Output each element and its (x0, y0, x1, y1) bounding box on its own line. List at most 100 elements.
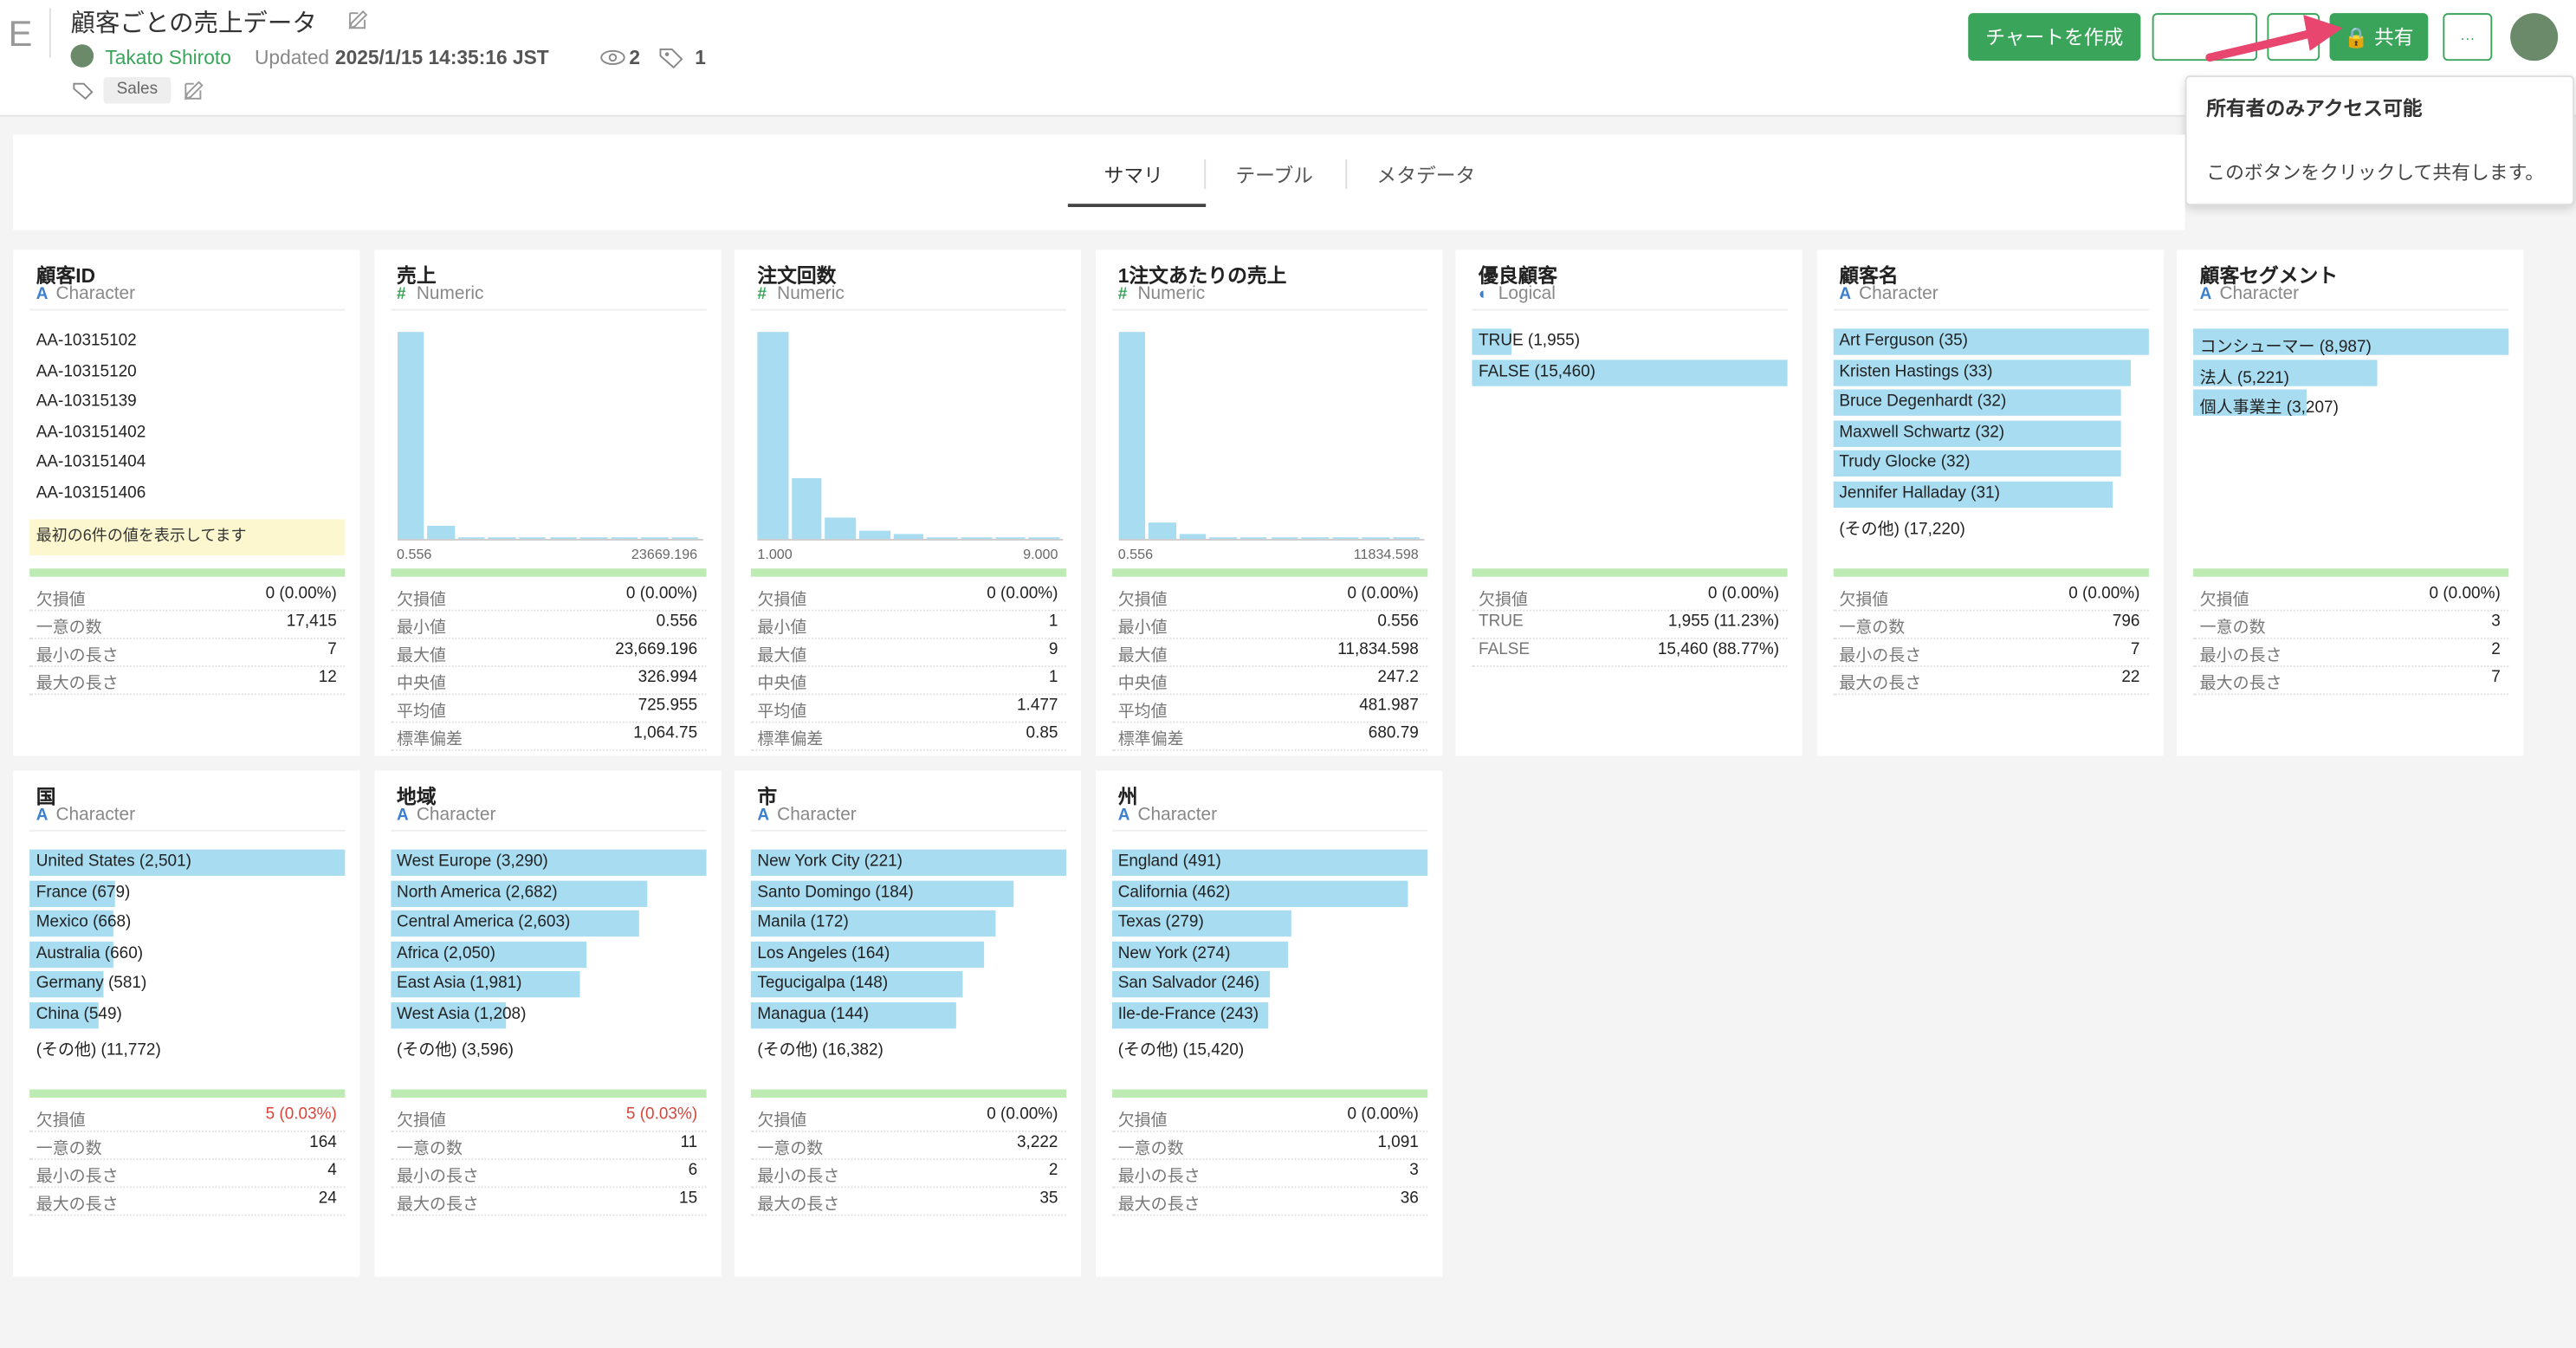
value-bar (2193, 359, 2377, 386)
account-avatar[interactable] (2510, 13, 2559, 62)
quality-bar (2193, 568, 2509, 577)
more-button[interactable]: ··· (2443, 13, 2493, 62)
quality-bar (390, 1089, 706, 1098)
stat-value: 0 (0.00%) (987, 585, 1058, 604)
value-label: FALSE (15,460) (1479, 362, 1595, 381)
stat-row-line (2193, 609, 2509, 612)
stat-value: 0 (0.00%) (625, 585, 698, 604)
histogram-bar (927, 536, 958, 540)
value-bar (750, 940, 986, 968)
histogram-bar (641, 536, 669, 540)
column-type: Numeric (416, 284, 484, 304)
tab-separator (1204, 159, 1207, 190)
stat-value: 0.556 (1377, 612, 1419, 632)
tag-edit-icon[interactable] (183, 79, 206, 102)
value-label: Maxwell Schwartz (32) (1839, 423, 2005, 442)
stat-row-line (750, 749, 1066, 751)
user-name[interactable]: Takato Shiroto (105, 46, 231, 69)
stat-label: 欠損値 (397, 1112, 446, 1131)
value-label: West Europe (3,290) (397, 852, 548, 872)
stat-row-line (390, 1130, 706, 1132)
views-icon (600, 49, 625, 65)
updated-date: 2025/1/15 14:35:16 JST (334, 46, 549, 69)
value-bar (1832, 359, 2131, 386)
quality-bar (1832, 568, 2148, 577)
value-label: Texas (279) (1117, 913, 1204, 932)
stat-row-line (1111, 721, 1427, 723)
card-divider (2193, 308, 2509, 311)
histogram-bar (1179, 535, 1207, 540)
stat-value: 9 (1048, 640, 1058, 659)
stat-row-line (390, 693, 706, 696)
stat-value: 11 (680, 1133, 698, 1152)
logo[interactable]: E (8, 13, 33, 55)
stat-row-line (1111, 609, 1427, 612)
histogram-bar (1393, 536, 1421, 540)
stat-value: 24 (318, 1189, 337, 1209)
value-label: France (679) (36, 883, 131, 902)
tab[interactable]: テーブル (1235, 164, 1313, 188)
column-type: Character (777, 805, 857, 826)
stat-row-line (750, 609, 1066, 612)
stat-row-line (1832, 609, 2148, 612)
tab[interactable]: メタデータ (1376, 164, 1476, 188)
value-bar (29, 1001, 100, 1028)
stat-row-line (29, 1214, 346, 1216)
stat-row-line (2193, 665, 2509, 668)
stat-label: 最小の長さ (2199, 647, 2282, 666)
type-icon: # (397, 286, 406, 304)
stat-label: 欠損値 (36, 1112, 86, 1131)
stat-value: 3 (2491, 612, 2501, 632)
stat-value: 35 (1039, 1189, 1058, 1209)
stat-value: 23,669.196 (615, 640, 698, 659)
stat-label: 一意の数 (1117, 1140, 1184, 1159)
stat-label: 欠損値 (1839, 591, 1889, 610)
histogram-bar (961, 536, 992, 540)
value-label: Tegucigalpa (148) (757, 974, 889, 993)
stat-label: 標準偏差 (397, 731, 463, 749)
column-type: Character (2219, 284, 2300, 304)
stat-row-line (1472, 637, 1788, 639)
share-label: 共有 (2373, 26, 2414, 49)
column-card: 国 A Character United States (2,501) France (… (13, 770, 360, 1277)
value-bar (1832, 450, 2121, 477)
value-bar (1832, 328, 2148, 355)
histogram-bar (825, 518, 857, 540)
like-button[interactable] (2152, 13, 2258, 62)
value-label: New York (274) (1117, 943, 1231, 962)
stat-row-line (390, 665, 706, 668)
updated-label: Updated (254, 46, 330, 69)
column-type: Logical (1498, 284, 1556, 304)
column-title: 顧客セグメント (2199, 264, 2339, 288)
value-bar (1111, 879, 1408, 907)
type-icon: A (397, 807, 409, 826)
stat-row-line (1111, 1130, 1427, 1132)
stat-value: 15 (679, 1189, 698, 1209)
stat-value: 0 (0.00%) (1707, 585, 1780, 604)
value-bar (1832, 389, 2121, 416)
histogram-baseline (757, 539, 1064, 541)
stat-row-line (750, 693, 1066, 696)
tab[interactable]: サマリ (1104, 164, 1163, 188)
value-label: Bruce Degenhardt (32) (1839, 392, 2007, 412)
stat-label: 一意の数 (1839, 619, 1906, 638)
histogram-max: 11834.598 (1353, 545, 1419, 562)
histogram-bar (791, 478, 822, 540)
column-title: 市 (757, 785, 778, 809)
card-divider (1111, 308, 1427, 311)
value-item: AA-103151404 (36, 453, 146, 472)
stat-value: 1,955 (11.23%) (1667, 612, 1780, 632)
column-card: 州 A Character England (491) California (462)… (1095, 770, 1442, 1277)
tag-chip[interactable]: Sales (103, 77, 172, 104)
create-chart-button[interactable]: チャートを作成 (1968, 13, 2141, 62)
share-button[interactable]: 🔒 共有 (2329, 13, 2429, 62)
edit-icon[interactable] (346, 8, 370, 31)
stat-label: 中央値 (1117, 675, 1168, 694)
stat-row-line (750, 637, 1066, 639)
value-bar (750, 1001, 957, 1028)
views-count: 2 (629, 46, 641, 69)
value-bar (1832, 419, 2121, 446)
stat-label: 最大の長さ (36, 675, 119, 694)
histogram-min: 1.000 (757, 545, 793, 562)
stat-value: 3,222 (1016, 1133, 1058, 1152)
